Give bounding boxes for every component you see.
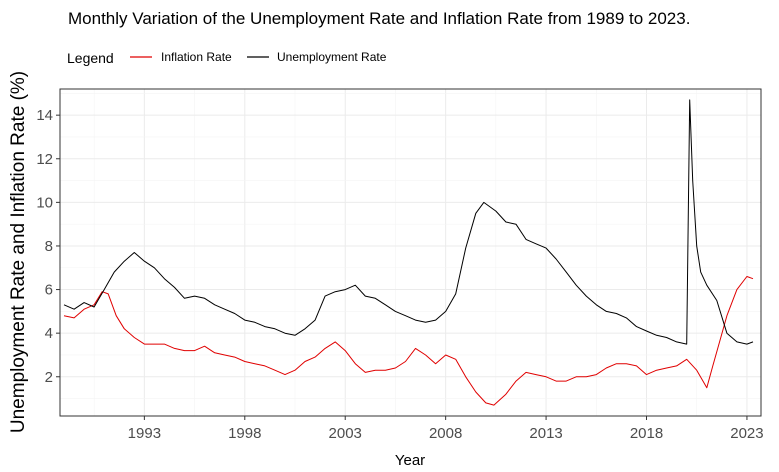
x-tick-label: 1993 <box>128 425 161 442</box>
x-tick-label: 2013 <box>529 425 562 442</box>
legend: Legend Inflation Rate Unemployment Rate <box>67 50 387 66</box>
series-lines <box>63 99 754 406</box>
x-tick-label: 2003 <box>329 425 362 442</box>
series-line-inflation-rate <box>63 276 754 406</box>
y-tick-label: 12 <box>36 151 53 168</box>
y-tick-label: 6 <box>45 282 53 299</box>
x-axis-title: Year <box>395 452 425 469</box>
legend-title: Legend <box>67 50 114 66</box>
x-tick-label: 2018 <box>630 425 663 442</box>
y-tick-label: 8 <box>45 238 53 255</box>
y-tick-label: 2 <box>45 369 53 386</box>
chart-title: Monthly Variation of the Unemployment Ra… <box>68 9 690 28</box>
x-tick-label: 2008 <box>429 425 462 442</box>
y-tick-label: 10 <box>36 194 53 211</box>
x-tick-label: 1998 <box>228 425 261 442</box>
y-axis-title: Unemployment Rate and Inflation Rate (%) <box>8 71 29 433</box>
plot-panel-border <box>59 88 762 417</box>
y-tick-label: 14 <box>36 107 53 124</box>
grid-lines <box>60 89 761 416</box>
y-axis: 2 4 6 8 10 12 14 <box>36 107 60 386</box>
legend-label-unemployment: Unemployment Rate <box>277 50 387 64</box>
x-tick-label: 2023 <box>730 425 763 442</box>
y-tick-label: 4 <box>45 325 53 342</box>
x-axis: 1993 1998 2003 2008 2013 2018 2023 <box>128 416 764 442</box>
series-line-unemployment-rate <box>63 99 754 345</box>
legend-label-inflation: Inflation Rate <box>161 50 232 64</box>
